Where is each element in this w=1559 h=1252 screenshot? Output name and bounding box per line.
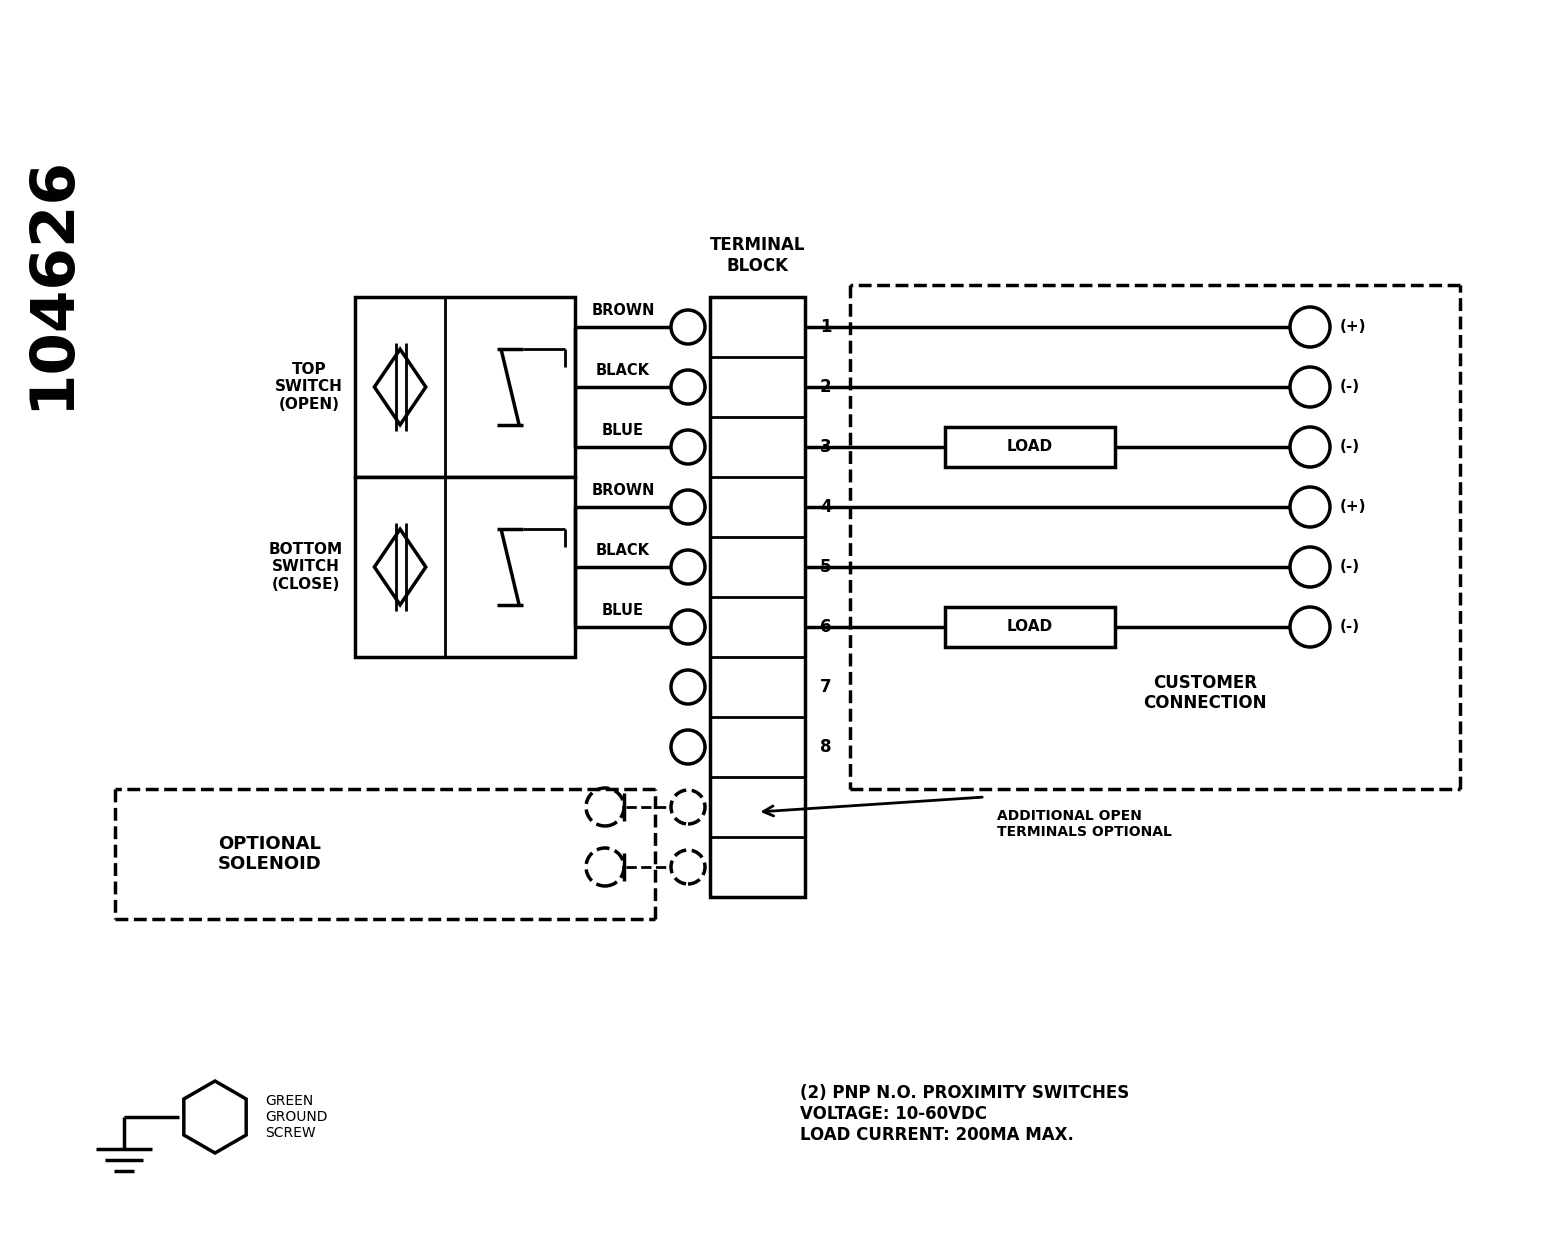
Circle shape [670, 371, 705, 404]
Text: (2) PNP N.O. PROXIMITY SWITCHES
VOLTAGE: 10-60VDC
LOAD CURRENT: 200MA MAX.: (2) PNP N.O. PROXIMITY SWITCHES VOLTAGE:… [800, 1084, 1129, 1144]
Text: BLUE: BLUE [602, 603, 644, 618]
Bar [355, 297, 575, 477]
Text: TOP
SWITCH
(OPEN): TOP SWITCH (OPEN) [274, 362, 343, 412]
Text: ADDITIONAL OPEN
TERMINALS OPTIONAL: ADDITIONAL OPEN TERMINALS OPTIONAL [998, 809, 1172, 839]
Text: TERMINAL
BLOCK: TERMINAL BLOCK [709, 237, 806, 275]
Text: CUSTOMER
CONNECTION: CUSTOMER CONNECTION [1143, 674, 1267, 712]
Text: BROWN: BROWN [591, 483, 655, 498]
Bar [355, 477, 575, 657]
Polygon shape [374, 530, 426, 605]
Text: (-): (-) [1341, 439, 1359, 454]
Circle shape [670, 670, 705, 704]
Bar [945, 427, 1115, 467]
Text: OPTIONAL
SOLENOID: OPTIONAL SOLENOID [218, 835, 321, 874]
Text: 2: 2 [820, 378, 831, 396]
Circle shape [586, 848, 624, 886]
Text: 1: 1 [820, 318, 831, 336]
Text: GREEN
GROUND
SCREW: GREEN GROUND SCREW [265, 1094, 327, 1141]
Circle shape [670, 490, 705, 525]
Bar [709, 297, 804, 896]
Text: 104626: 104626 [22, 154, 81, 409]
Text: (-): (-) [1341, 560, 1359, 575]
Circle shape [1289, 487, 1330, 527]
Text: BLACK: BLACK [596, 543, 650, 558]
Circle shape [670, 790, 705, 824]
Text: (+): (+) [1341, 319, 1367, 334]
Text: 6: 6 [820, 618, 831, 636]
Text: BOTTOM
SWITCH
(CLOSE): BOTTOM SWITCH (CLOSE) [268, 542, 343, 592]
Text: LOAD: LOAD [1007, 439, 1052, 454]
Circle shape [670, 429, 705, 464]
Circle shape [1289, 607, 1330, 647]
Circle shape [670, 310, 705, 344]
Polygon shape [374, 349, 426, 424]
Circle shape [1289, 547, 1330, 587]
Text: 4: 4 [820, 498, 831, 516]
Text: (-): (-) [1341, 379, 1359, 394]
Text: 5: 5 [820, 558, 831, 576]
Text: 7: 7 [820, 679, 831, 696]
Circle shape [670, 610, 705, 644]
Circle shape [670, 850, 705, 884]
Text: LOAD: LOAD [1007, 620, 1052, 635]
Circle shape [670, 730, 705, 764]
Text: 8: 8 [820, 737, 831, 756]
Text: BROWN: BROWN [591, 303, 655, 318]
Text: BLACK: BLACK [596, 363, 650, 378]
Circle shape [1289, 367, 1330, 407]
Text: BLUE: BLUE [602, 423, 644, 438]
Circle shape [1289, 307, 1330, 347]
Bar [945, 607, 1115, 647]
Text: 3: 3 [820, 438, 831, 456]
Circle shape [1289, 427, 1330, 467]
Circle shape [586, 788, 624, 826]
Text: (-): (-) [1341, 620, 1359, 635]
Text: (+): (+) [1341, 500, 1367, 515]
Circle shape [670, 550, 705, 583]
